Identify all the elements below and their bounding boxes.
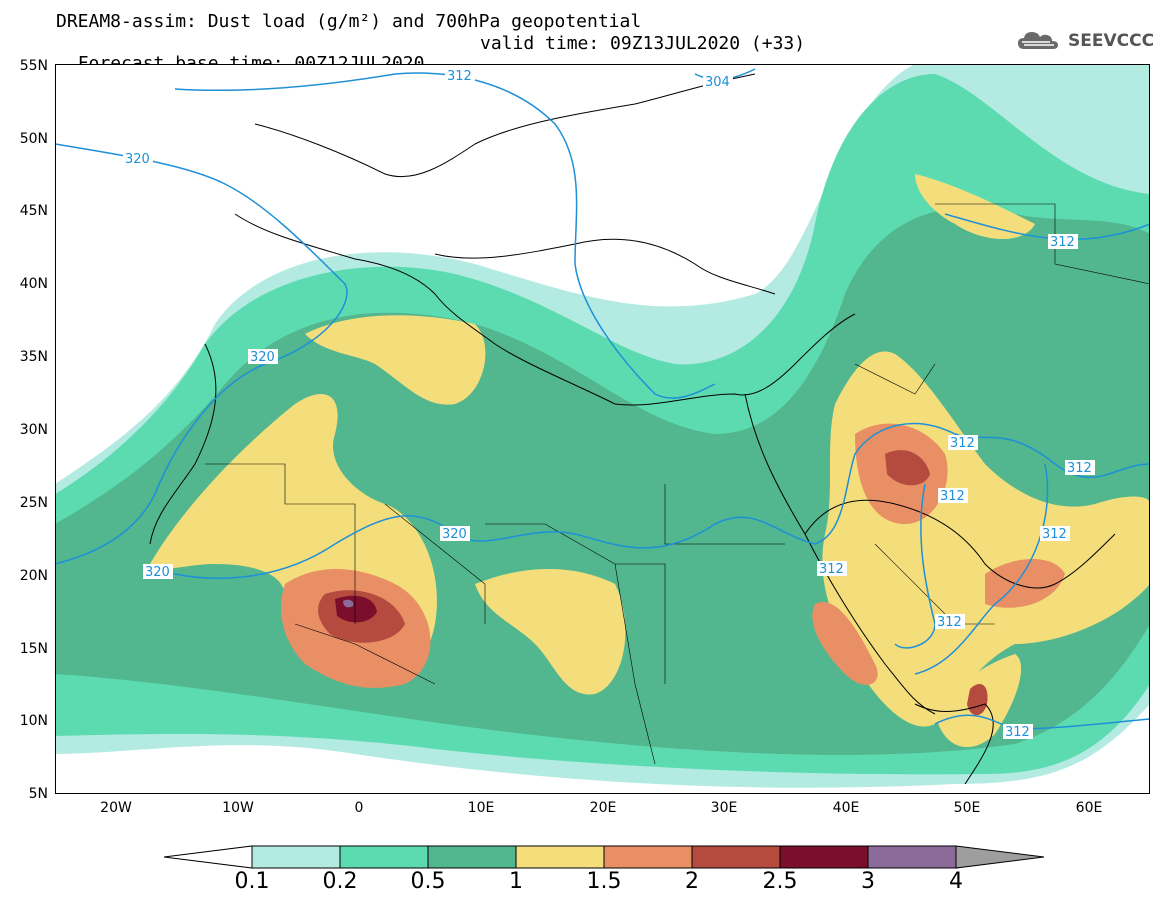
colorbar-label: 4 [949,869,963,894]
coastlines [149,73,1116,785]
lat-label: 20N [19,568,48,584]
colorbar-low-arrow [164,845,253,869]
colorbar-label: 1.5 [586,869,622,894]
lat-label: 10N [19,713,48,729]
svg-text:312: 312 [1050,235,1075,250]
lat-label: 15N [19,641,48,657]
svg-text:312: 312 [819,562,844,577]
lon-label: 60E [1075,800,1103,816]
svg-text:312: 312 [1042,527,1067,542]
colorbar-label: 1 [509,869,523,894]
cloud-icon [1018,32,1058,49]
svg-text:304: 304 [705,75,730,90]
contour-label: 320 [248,349,278,365]
svg-text:312: 312 [1067,461,1092,476]
colorbar-swatch [251,845,341,869]
lon-label: 10W [222,800,254,816]
contour-label: 320 [143,564,173,580]
map-title: DREAM8-assim: Dust load (g/m²) and 700hP… [56,11,642,32]
svg-text:312: 312 [950,436,975,451]
lat-label: 25N [19,495,48,511]
lat-label: 50N [19,131,48,147]
svg-text:320: 320 [250,350,275,365]
colorbar-swatch [867,845,957,869]
colorbar-swatch [339,845,429,869]
lon-label: 50E [953,800,981,816]
contour-label: 312 [1048,234,1078,250]
svg-text:312: 312 [940,489,965,504]
colorbar-label: 0.5 [410,869,446,894]
lon-label: 40E [832,800,860,816]
lat-label: 30N [19,422,48,438]
contour-label: 320 [123,151,153,167]
lat-label: 35N [19,349,48,365]
svg-text:312: 312 [937,615,962,630]
colorbar-swatch [515,845,605,869]
colorbar-swatch [603,845,693,869]
map-canvas: 320 320 320 320 312 304 312 312 312 312 … [55,64,1150,794]
seevccc-logo: SEEVCCC [1016,28,1154,54]
svg-text:320: 320 [442,527,467,542]
contour-label: 312 [935,614,965,630]
colorbar-label: 0.2 [322,869,358,894]
lon-label: 0 [354,800,364,816]
contour-label: 312 [445,68,475,84]
dust-level-1-chad [475,569,626,695]
svg-text:312: 312 [1005,725,1030,740]
colorbar-label: 0.1 [234,869,270,894]
svg-text:312: 312 [447,69,472,84]
dust-level-1-5-redsea [812,602,878,685]
lat-label: 5N [28,786,48,802]
contour-label: 320 [440,526,470,542]
dust-level-1-north [305,315,486,405]
lat-label: 40N [19,276,48,292]
colorbar [164,845,1044,869]
contour-label: 304 [703,74,733,90]
contour-label: 312 [938,488,968,504]
lon-label: 10E [467,800,495,816]
lon-label: 20E [589,800,617,816]
colorbar-label: 2 [685,869,699,894]
lat-label: 45N [19,203,48,219]
colorbar-swatch [691,845,781,869]
lat-label: 55N [19,58,48,74]
svg-text:320: 320 [125,152,150,167]
contour-label: 312 [1065,460,1095,476]
logo-text: SEEVCCC [1068,31,1155,51]
lon-label: 20W [100,800,132,816]
dust-load-map[interactable]: 320 320 320 320 312 304 312 312 312 312 … [55,64,1150,794]
colorbar-high-arrow [955,845,1044,869]
colorbar-label: 2.5 [762,869,798,894]
colorbar-label: 3 [861,869,875,894]
contour-label: 312 [1003,724,1033,740]
colorbar-swatch [779,845,869,869]
dust-level-3 [343,599,354,608]
lon-label: 30E [710,800,738,816]
dust-level-2-arabia [885,450,930,486]
dust-field [55,64,1150,788]
contour-label: 312 [817,561,847,577]
valid-time: valid time: 09Z13JUL2020 (+33) [480,33,806,54]
contour-label: 312 [1040,526,1070,542]
geopotential-contours [55,68,1150,730]
svg-text:320: 320 [145,565,170,580]
colorbar-swatch [427,845,517,869]
contour-label: 312 [948,435,978,451]
dust-level-1-iran [915,174,1035,239]
